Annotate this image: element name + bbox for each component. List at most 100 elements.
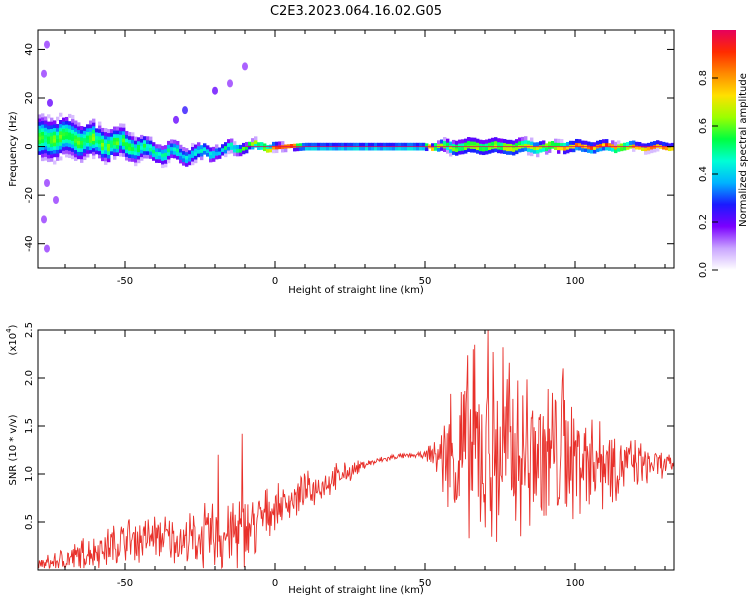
spectrogram-cell (56, 116, 60, 121)
spectrogram-cell (446, 149, 450, 154)
spectrogram-cell (41, 157, 45, 162)
spectrogram-cell (122, 138, 126, 143)
spectrogram-cell (176, 140, 180, 146)
spectrogram-cell (470, 141, 474, 146)
spectrogram-cell (479, 146, 483, 152)
spectrogram-cell (497, 141, 501, 146)
spectrogram-cell (395, 146, 399, 151)
spectrogram-cell (71, 140, 75, 145)
spectrogram-cell (62, 135, 66, 140)
spectrogram-cell (53, 142, 57, 147)
spectrogram-cell (95, 146, 99, 151)
spectrogram-cell (212, 154, 216, 159)
spectrogram-cell (173, 139, 177, 144)
spectrogram-cell (401, 146, 405, 151)
spectrogram-cell (41, 142, 45, 147)
spectrogram-cell (194, 155, 198, 160)
spectrogram-cell (551, 141, 555, 146)
spectrogram-cell (185, 148, 189, 153)
spectrogram-cell (143, 136, 147, 141)
spectrogram-cell (140, 142, 144, 147)
spectrogram-cell (575, 138, 579, 144)
spectrogram-cell (665, 142, 669, 147)
spectrogram-cell (41, 124, 45, 129)
snr-xtick-label: -50 (117, 578, 133, 589)
spectrogram-cell (485, 146, 489, 151)
spectrogram-cell (503, 146, 507, 151)
spectrogram-cell (299, 143, 303, 148)
spectrogram-cell (167, 159, 171, 164)
spectrogram-cell (89, 127, 93, 132)
spectrogram-cell (473, 137, 477, 142)
spectrogram-cell (602, 139, 606, 144)
spectrogram-cell (272, 141, 276, 146)
spectrogram-cell (185, 155, 189, 160)
spectrogram-cell (59, 138, 63, 143)
spectrogram-cell (296, 147, 300, 152)
spectrogram-cell (71, 151, 75, 156)
spectrogram-cell (506, 150, 510, 155)
spectrogram-cell (533, 149, 537, 154)
spectrogram-cell (521, 140, 525, 145)
spectrogram-cell (116, 152, 120, 157)
spectrogram-cell (179, 159, 183, 164)
spectrogram-cell (122, 127, 126, 132)
spectrogram-cell (98, 143, 102, 148)
spectrogram-cell (104, 149, 108, 155)
colorbar-tick-label: 0.4 (698, 166, 709, 182)
spectrogram-cell (485, 150, 489, 155)
spectrogram-cell (41, 149, 45, 154)
spectrogram-cell (101, 135, 105, 140)
spectrogram-cell (470, 148, 474, 153)
spectrogram-cell (482, 140, 486, 145)
spectrogram-cell (86, 149, 90, 154)
spectrogram-cell (191, 157, 195, 162)
spectrogram-cell (422, 142, 426, 147)
spectrogram-cell (80, 144, 84, 149)
spectrogram-cell (110, 129, 114, 134)
spectrogram-cell (98, 154, 102, 159)
spectrogram-cell (44, 156, 48, 161)
spectrogram-cell (191, 161, 195, 166)
spectrogram-cell (266, 148, 270, 153)
spectrogram-cell (251, 141, 255, 146)
spectrogram-cell (449, 148, 453, 153)
spectrogram-cell (446, 138, 450, 143)
spectrogram-cell (119, 148, 123, 153)
colorbar-label: Normalized spectral amplitude (738, 73, 749, 227)
spectrogram-cell (488, 142, 492, 147)
spectrogram-cell (56, 131, 60, 136)
spectrogram-cell (50, 121, 54, 126)
spectrogram-cell (209, 154, 213, 159)
spectrogram-cell (242, 146, 246, 151)
spectrogram-cell (500, 138, 504, 143)
spectrogram-cell (92, 129, 96, 134)
spectrogram-cell (80, 158, 84, 163)
snr-ytick-label: 1.0 (24, 466, 35, 482)
spectrogram-cell (152, 145, 156, 150)
spectrogram-cell (41, 138, 45, 143)
spectrogram-cell (314, 142, 318, 147)
spectrogram-cell (50, 150, 54, 155)
spectrogram-cell (68, 153, 72, 159)
spectrogram-cell (47, 154, 51, 159)
spectrogram-cell (515, 150, 519, 155)
spectrogram-cell (230, 138, 234, 143)
spectrogram-cell (455, 140, 459, 145)
spectrogram-cell (392, 146, 396, 151)
spectrogram-cell (347, 146, 351, 151)
spectrogram-cell (656, 147, 660, 152)
spectrogram-cell (461, 142, 465, 148)
spectrogram-cell (587, 145, 591, 150)
spectrogram-cell (116, 144, 120, 149)
spectrogram-cell (86, 135, 90, 140)
spectrogram-cell (398, 146, 402, 151)
spectrogram-cell (242, 150, 246, 155)
spectrogram-cell (452, 143, 456, 148)
spectrogram-cell (599, 139, 603, 144)
spectrogram-cell (437, 140, 441, 145)
spectrogram-cell (89, 142, 93, 147)
spectrogram-cell (527, 151, 531, 156)
spectrogram-cell (65, 142, 69, 147)
spectrogram-cell (125, 156, 129, 161)
